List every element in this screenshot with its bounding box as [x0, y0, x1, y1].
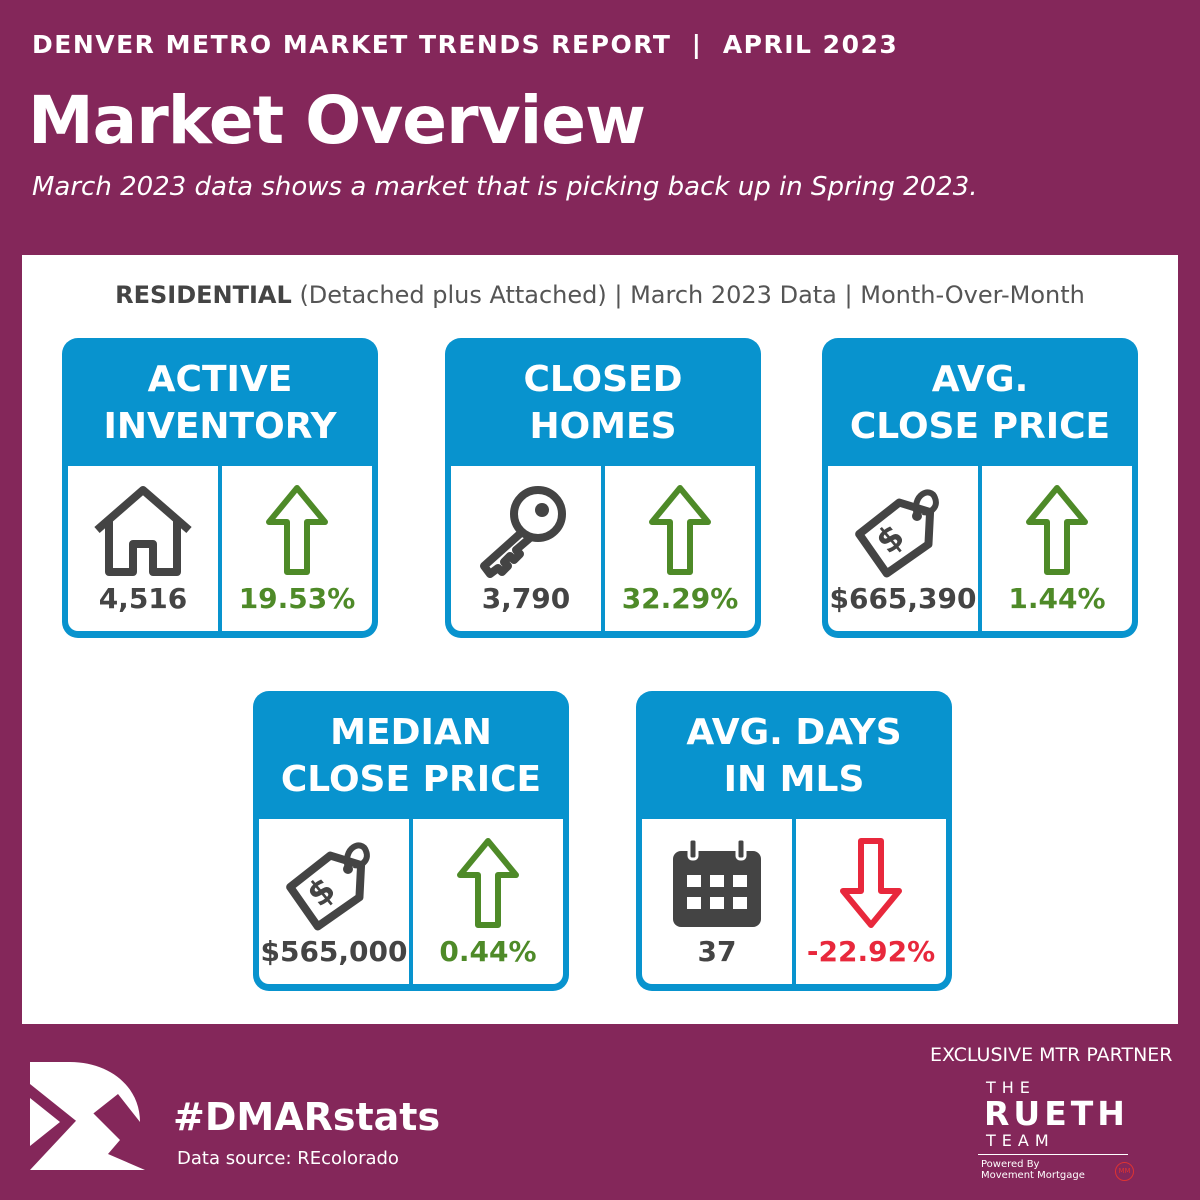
stat-card: AVG. DAYS IN MLS 37 -22.92%: [636, 691, 952, 991]
stat-change: 19.53%: [238, 582, 356, 615]
stat-change: 0.44%: [439, 935, 537, 968]
hashtag: #DMARstats: [173, 1095, 441, 1139]
page-subtitle: March 2023 data shows a market that is p…: [32, 172, 978, 202]
stat-card: MEDIAN CLOSE PRICE $ $565,000 0.44%: [253, 691, 569, 991]
change-cell: 0.44%: [413, 819, 563, 984]
card-title: ACTIVE INVENTORY: [103, 359, 337, 447]
report-kicker: DENVER METRO MARKET TRENDS REPORT | APRI…: [32, 30, 899, 59]
stat-value: 3,790: [481, 582, 571, 615]
value-cell: $ $565,000: [259, 819, 409, 984]
heading-bold: RESIDENTIAL: [115, 281, 292, 309]
stat-card: AVG. CLOSE PRICE $ $665,390 1.44%: [822, 338, 1138, 638]
card-title: AVG. DAYS IN MLS: [686, 712, 902, 800]
panel-heading: RESIDENTIAL (Detached plus Attached) | M…: [22, 281, 1178, 309]
logo-divider: [978, 1154, 1128, 1155]
value-cell: 4,516: [68, 466, 218, 631]
page-title: Market Overview: [28, 82, 646, 159]
movement-mortgage: Movement Mortgage: [981, 1170, 1085, 1181]
logo-team: TEAM: [986, 1131, 1055, 1150]
arrow-up-icon: [457, 838, 519, 928]
mm-logo-icon: MM: [1115, 1162, 1134, 1181]
change-cell: 19.53%: [222, 466, 372, 631]
arrow-down-icon: [840, 838, 902, 928]
dmar-logo: [30, 1062, 145, 1170]
card-title: AVG. CLOSE PRICE: [849, 359, 1111, 447]
data-source: Data source: REcolorado: [177, 1148, 399, 1169]
logo-the: THE: [986, 1078, 1036, 1097]
arrow-up-icon: [649, 485, 711, 575]
card-title: CLOSED HOMES: [523, 359, 683, 447]
stat-value: $665,390: [829, 582, 977, 615]
stat-change: 32.29%: [621, 582, 739, 615]
stat-change: 1.44%: [1008, 582, 1106, 615]
powered-by: Powered By: [981, 1159, 1040, 1170]
value-cell: 37: [642, 819, 792, 984]
stat-change: -22.92%: [806, 935, 936, 968]
arrow-up-icon: [1026, 485, 1088, 575]
heading-rest: (Detached plus Attached) | March 2023 Da…: [291, 281, 1085, 309]
change-cell: -22.92%: [796, 819, 946, 984]
change-cell: 1.44%: [982, 466, 1132, 631]
card-title: MEDIAN CLOSE PRICE: [280, 712, 542, 800]
stat-value: 37: [697, 935, 737, 968]
value-cell: 3,790: [451, 466, 601, 631]
arrow-up-icon: [266, 485, 328, 575]
change-cell: 32.29%: [605, 466, 755, 631]
stat-value: 4,516: [98, 582, 188, 615]
partner-label: EXCLUSIVE MTR PARTNER: [930, 1044, 1173, 1066]
logo-name: RUETH: [984, 1094, 1129, 1133]
stat-card: CLOSED HOMES 3,790 32.29%: [445, 338, 761, 638]
value-cell: $ $665,390: [828, 466, 978, 631]
rueth-team-logo: THE RUETH TEAM Powered By Movement Mortga…: [978, 1078, 1138, 1181]
stat-card: ACTIVE INVENTORY 4,516 19.53%: [62, 338, 378, 638]
stat-value: $565,000: [260, 935, 408, 968]
